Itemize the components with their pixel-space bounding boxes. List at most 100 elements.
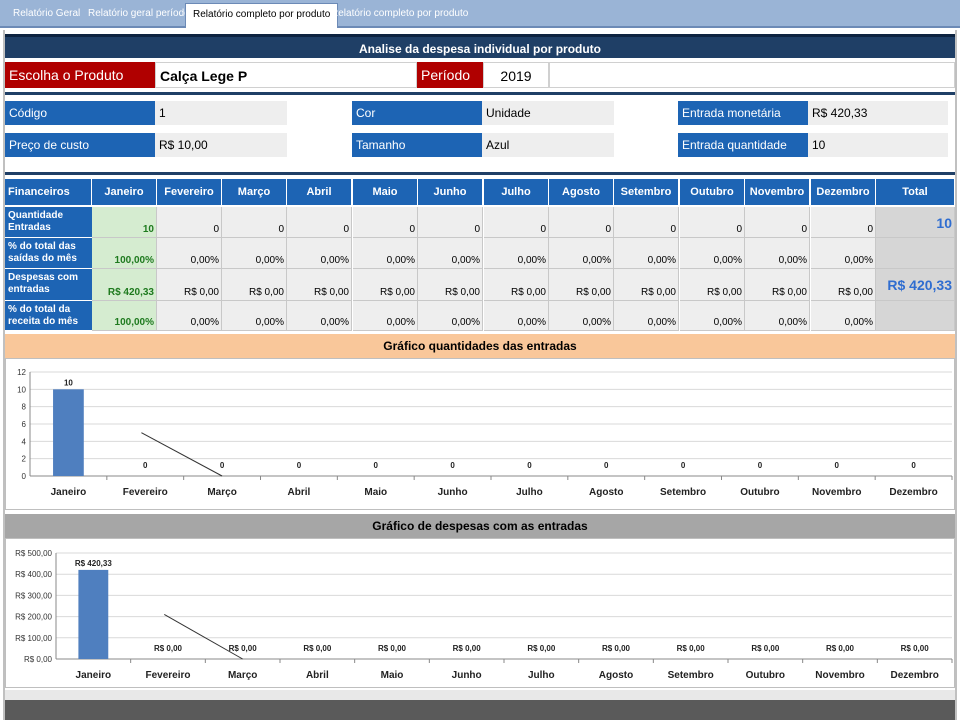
y-tick-label: 4: [22, 437, 27, 446]
y-tick-label: 8: [22, 403, 27, 412]
table-cell[interactable]: 0,00%: [484, 301, 549, 331]
sheet-tab-bar: Relatório Geral Relatório geral período …: [0, 0, 960, 28]
table-row-label: Quantidade Entradas: [5, 207, 92, 238]
table-cell[interactable]: 0,00%: [745, 238, 810, 269]
table-cell[interactable]: 0,00%: [157, 301, 222, 331]
table-total-cell[interactable]: [876, 238, 955, 269]
table-cell[interactable]: 0,00%: [287, 301, 352, 331]
x-category-label: Dezembro: [890, 670, 938, 681]
table-cell[interactable]: 0,00%: [287, 238, 352, 269]
y-tick-label: 2: [22, 455, 27, 464]
data-label: 0: [835, 461, 840, 470]
data-label: 0: [604, 461, 609, 470]
codigo-label: Código: [5, 101, 155, 125]
table-cell[interactable]: 100,00%: [92, 238, 157, 269]
table-cell[interactable]: R$ 0,00: [157, 269, 222, 301]
table-header-month: Maio: [353, 179, 418, 205]
table-cell[interactable]: R$ 0,00: [353, 269, 418, 301]
x-category-label: Junho: [452, 670, 482, 681]
table-cell[interactable]: 0: [287, 207, 352, 238]
x-category-label: Setembro: [668, 670, 714, 681]
table-cell[interactable]: 0: [353, 207, 418, 238]
table-cell[interactable]: R$ 0,00: [614, 269, 679, 301]
table-cell[interactable]: 0,00%: [745, 301, 810, 331]
table-cell[interactable]: 0: [157, 207, 222, 238]
table-cell[interactable]: R$ 0,00: [745, 269, 810, 301]
table-header-month: Junho: [418, 179, 483, 205]
tab-relatorio-completo-produto-active[interactable]: Relatório completo por produto: [185, 3, 339, 28]
y-tick-label: R$ 200,00: [15, 613, 52, 622]
table-cell[interactable]: 0,00%: [353, 238, 418, 269]
table-cell[interactable]: 0: [549, 207, 614, 238]
table-cell[interactable]: 0: [614, 207, 679, 238]
data-label: 0: [220, 461, 225, 470]
bar: [78, 569, 109, 659]
table-cell[interactable]: 0,00%: [157, 238, 222, 269]
table-cell[interactable]: 0: [484, 207, 549, 238]
table-cell[interactable]: R$ 0,00: [418, 269, 483, 301]
tab-relatorio-geral-periodo[interactable]: Relatório geral período: [88, 8, 190, 19]
data-label: 0: [374, 461, 379, 470]
x-category-label: Novembro: [812, 487, 861, 498]
table-cell[interactable]: R$ 0,00: [222, 269, 287, 301]
table-cell[interactable]: R$ 0,00: [811, 269, 876, 301]
table-cell[interactable]: 0,00%: [549, 301, 614, 331]
table-cell[interactable]: 0,00%: [222, 301, 287, 331]
data-label: 0: [527, 461, 532, 470]
table-cell[interactable]: R$ 420,33: [92, 269, 157, 301]
table-cell[interactable]: 100,00%: [92, 301, 157, 331]
period-label: Período: [417, 62, 483, 88]
footer-strip: [5, 690, 955, 700]
period-input[interactable]: 2019: [483, 62, 549, 88]
table-cell[interactable]: R$ 0,00: [287, 269, 352, 301]
table-total-cell[interactable]: R$ 420,33: [876, 269, 955, 301]
data-label: 0: [911, 461, 916, 470]
table-cell[interactable]: 0: [745, 207, 810, 238]
table-cell[interactable]: R$ 0,00: [484, 269, 549, 301]
cor-value: Unidade: [482, 101, 614, 125]
tamanho-label: Tamanho: [352, 133, 482, 157]
bottom-scrollbar[interactable]: [5, 700, 955, 720]
chart-despesas: R$ 0,00 R$ 100,00 R$ 200,00 R$ 300,00 R$ 400…: [5, 538, 955, 688]
table-cell[interactable]: R$ 0,00: [549, 269, 614, 301]
data-label: R$ 0,00: [527, 644, 556, 653]
x-category-label: Outubro: [746, 670, 785, 681]
tab-relatorio-completo-produto[interactable]: Relatório completo por produto: [331, 8, 469, 19]
table-cell[interactable]: 0: [811, 207, 876, 238]
table-cell[interactable]: 0,00%: [418, 301, 483, 331]
table-cell[interactable]: 0: [680, 207, 745, 238]
table-cell[interactable]: 0,00%: [811, 238, 876, 269]
table-cell[interactable]: 0,00%: [549, 238, 614, 269]
x-category-label: Dezembro: [889, 487, 937, 498]
table-cell[interactable]: 0,00%: [353, 301, 418, 331]
table-cell[interactable]: 0: [222, 207, 287, 238]
x-category-label: Novembro: [815, 670, 864, 681]
product-select[interactable]: Calça Lege P: [155, 62, 417, 88]
data-label: R$ 0,00: [751, 644, 780, 653]
tab-relatorio-geral[interactable]: Relatório Geral: [13, 8, 81, 19]
table-header-total: Total: [876, 179, 955, 205]
table-cell[interactable]: 0,00%: [484, 238, 549, 269]
entrada-quantidade-value: 10: [808, 133, 948, 157]
table-cell[interactable]: 0,00%: [614, 238, 679, 269]
table-cell[interactable]: 0,00%: [418, 238, 483, 269]
table-cell[interactable]: 10: [92, 207, 157, 238]
table-cell[interactable]: 0,00%: [614, 301, 679, 331]
table-header-month: Dezembro: [811, 179, 876, 205]
table-header-month: Abril: [287, 179, 352, 205]
table-cell[interactable]: 0,00%: [222, 238, 287, 269]
table-cell[interactable]: 0: [418, 207, 483, 238]
x-category-label: Fevereiro: [145, 670, 190, 681]
table-total-cell[interactable]: 10: [876, 207, 955, 238]
table-cell[interactable]: 0,00%: [680, 301, 745, 331]
table-header-month: Outubro: [680, 179, 745, 205]
table-cell[interactable]: R$ 0,00: [680, 269, 745, 301]
table-total-cell[interactable]: [876, 301, 955, 331]
table-header-month: Setembro: [614, 179, 679, 205]
data-label: 0: [450, 461, 455, 470]
data-label: R$ 0,00: [154, 644, 183, 653]
y-tick-label: R$ 500,00: [15, 549, 52, 558]
table-cell[interactable]: 0,00%: [811, 301, 876, 331]
table-cell[interactable]: 0,00%: [680, 238, 745, 269]
